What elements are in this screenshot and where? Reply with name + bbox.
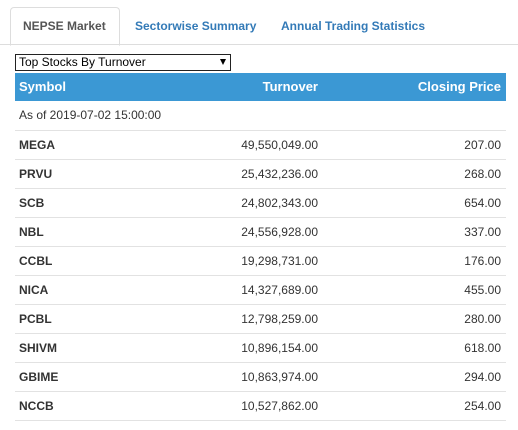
dropdown-selected-value: Top Stocks By Turnover xyxy=(19,55,146,69)
cell-symbol: GBIME xyxy=(19,370,59,384)
cell-symbol: SHIVM xyxy=(19,341,58,355)
table-row: NCCB 10,527,862.00 254.00 xyxy=(15,392,506,421)
cell-closing-price: 294.00 xyxy=(464,370,501,384)
as-of-row: As of 2019-07-02 15:00:00 xyxy=(15,101,506,131)
cell-symbol: NCCB xyxy=(19,399,54,413)
cell-turnover: 25,432,236.00 xyxy=(241,167,318,181)
cell-symbol: PRVU xyxy=(19,167,53,181)
table-row: MEGA 49,550,049.00 207.00 xyxy=(15,131,506,160)
cell-closing-price: 207.00 xyxy=(464,138,501,152)
tab-sectorwise-summary[interactable]: Sectorwise Summary xyxy=(135,19,257,33)
cell-symbol: MEGA xyxy=(19,138,55,152)
cell-symbol: NICA xyxy=(19,283,49,297)
table-row: PRVU 25,432,236.00 268.00 xyxy=(15,160,506,189)
tab-nepse-market[interactable]: NEPSE Market xyxy=(10,7,120,46)
cell-symbol: SCB xyxy=(19,196,45,210)
cell-turnover: 24,802,343.00 xyxy=(241,196,318,210)
cell-turnover: 49,550,049.00 xyxy=(241,138,318,152)
dropdown-arrow-icon xyxy=(220,59,226,65)
cell-turnover: 14,327,689.00 xyxy=(241,283,318,297)
tab-bar: NEPSE Market Sectorwise Summary Annual T… xyxy=(0,0,518,46)
table-row: NICA 14,327,689.00 455.00 xyxy=(15,276,506,305)
stocks-table: Symbol Turnover Closing Price As of 2019… xyxy=(15,73,506,421)
cell-closing-price: 254.00 xyxy=(464,399,501,413)
tab-bar-divider xyxy=(0,44,518,45)
cell-closing-price: 280.00 xyxy=(464,312,501,326)
table-row: SHIVM 10,896,154.00 618.00 xyxy=(15,334,506,363)
table-row: GBIME 10,863,974.00 294.00 xyxy=(15,363,506,392)
cell-closing-price: 176.00 xyxy=(464,254,501,268)
column-header-symbol: Symbol xyxy=(19,79,66,94)
cell-closing-price: 618.00 xyxy=(464,341,501,355)
table-row: SCB 24,802,343.00 654.00 xyxy=(15,189,506,218)
column-header-closing-price: Closing Price xyxy=(417,79,501,94)
cell-closing-price: 337.00 xyxy=(464,225,501,239)
cell-symbol: PCBL xyxy=(19,312,52,326)
table-row: CCBL 19,298,731.00 176.00 xyxy=(15,247,506,276)
cell-turnover: 24,556,928.00 xyxy=(241,225,318,239)
cell-turnover: 12,798,259.00 xyxy=(241,312,318,326)
table-header: Symbol Turnover Closing Price xyxy=(15,73,506,101)
cell-turnover: 10,896,154.00 xyxy=(241,341,318,355)
cell-symbol: CCBL xyxy=(19,254,53,268)
column-header-turnover: Turnover xyxy=(262,79,318,94)
table-row: PCBL 12,798,259.00 280.00 xyxy=(15,305,506,334)
cell-closing-price: 654.00 xyxy=(464,196,501,210)
cell-turnover: 10,527,862.00 xyxy=(241,399,318,413)
cell-symbol: NBL xyxy=(19,225,44,239)
top-stocks-dropdown[interactable]: Top Stocks By Turnover xyxy=(15,54,231,71)
table-row: NBL 24,556,928.00 337.00 xyxy=(15,218,506,247)
tab-annual-trading-statistics[interactable]: Annual Trading Statistics xyxy=(281,19,426,33)
cell-turnover: 10,863,974.00 xyxy=(241,370,318,384)
cell-turnover: 19,298,731.00 xyxy=(241,254,318,268)
cell-closing-price: 455.00 xyxy=(464,283,501,297)
as-of-timestamp: As of 2019-07-02 15:00:00 xyxy=(19,108,162,122)
table-body: MEGA 49,550,049.00 207.00 PRVU 25,432,236.00… xyxy=(15,131,506,421)
cell-closing-price: 268.00 xyxy=(464,167,501,181)
